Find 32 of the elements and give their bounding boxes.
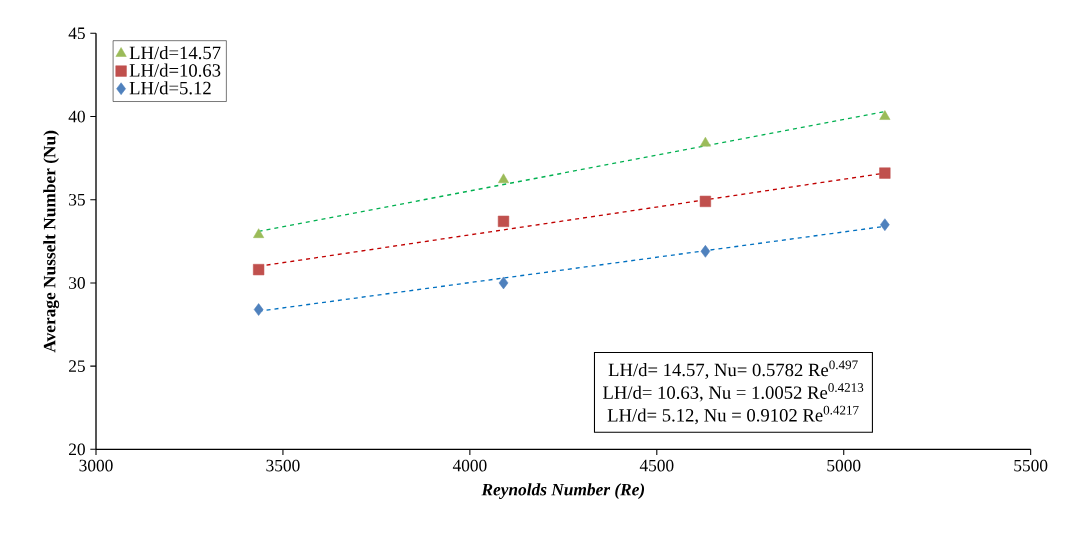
legend-label: LH/d=10.63: [129, 63, 221, 77]
point: [253, 263, 265, 276]
point: [699, 136, 711, 147]
point: [700, 244, 711, 258]
point: [879, 110, 891, 120]
point: [253, 228, 265, 238]
point: [253, 303, 264, 316]
y-tick-label: 25: [69, 360, 85, 372]
annotation: LH/d= 10.63, Nu = 1.0052 Re$^{0.4213}$: [603, 382, 864, 402]
legend-label: LH/d=14.57: [129, 45, 221, 60]
point: [879, 167, 891, 179]
point: [699, 195, 712, 207]
point: [497, 215, 510, 227]
y-tick-label: 30: [69, 276, 85, 289]
x-axis-title: Reynolds Number (Re): [481, 483, 645, 499]
x-tick-label: 4500: [639, 459, 674, 472]
annotation: LH/d= 5.12, Nu = 0.9102 Re$^{0.4217}$: [607, 405, 859, 425]
y-tick-label: 40: [68, 110, 85, 123]
x-tick-label: 5000: [827, 459, 861, 472]
y-axis-title: Average Nusselt Number (Nu): [43, 130, 60, 353]
point: [880, 218, 890, 231]
point: [498, 276, 509, 290]
x-tick-label: 3500: [266, 459, 300, 472]
legend-label: LH/d=5.12: [129, 81, 211, 95]
y-tick-label: 45: [68, 27, 85, 39]
y-tick-label: 20: [69, 443, 85, 456]
annotation: LH/d= 14.57, Nu= 0.5782 Re$^{0.497}$: [608, 360, 858, 379]
x-tick-label: 3000: [79, 459, 113, 472]
y-tick-label: 35: [69, 193, 85, 206]
point: [498, 173, 509, 183]
x-tick-label: 4000: [452, 459, 487, 472]
x-tick-label: 5500: [1014, 459, 1048, 472]
